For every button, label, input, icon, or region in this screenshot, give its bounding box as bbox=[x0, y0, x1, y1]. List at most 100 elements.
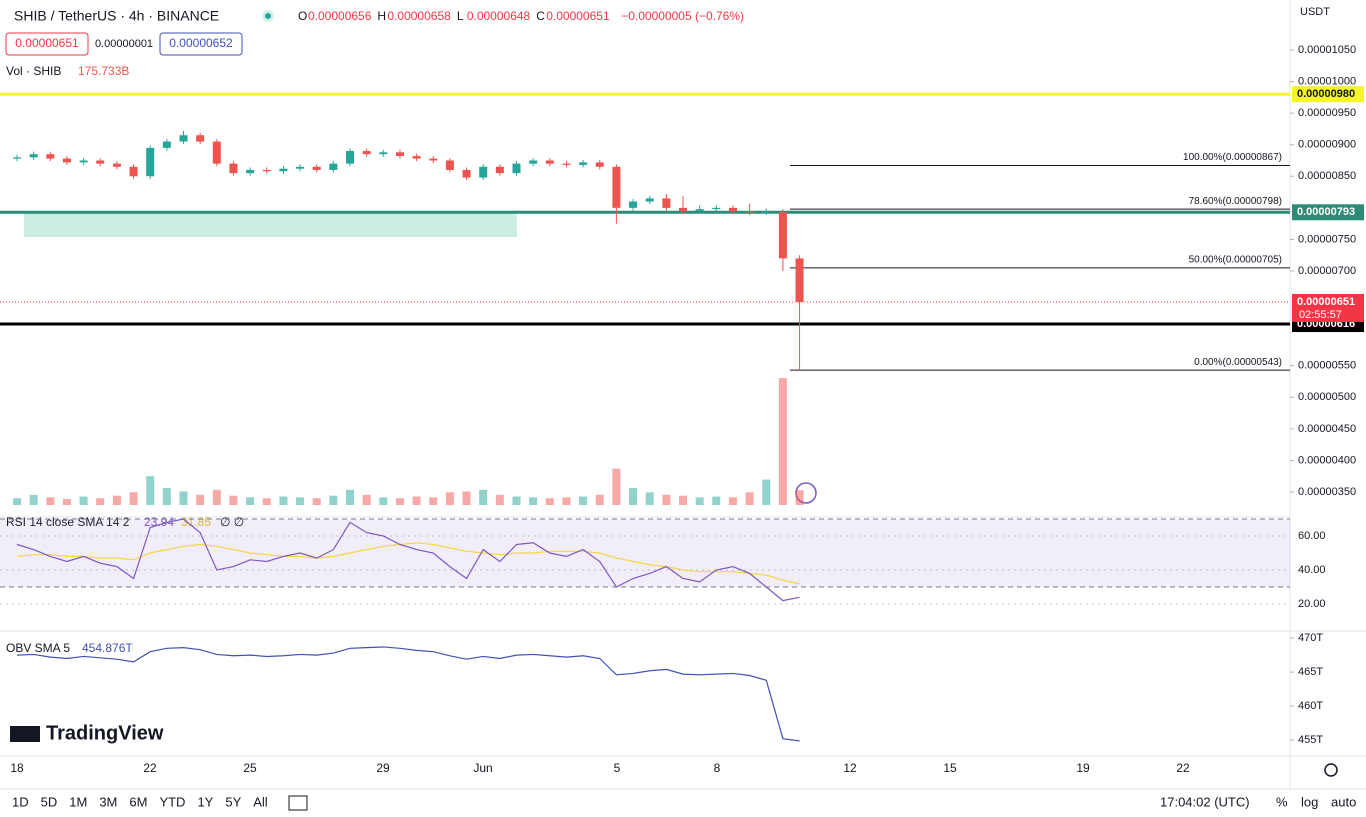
range-button[interactable]: 1D bbox=[12, 794, 29, 809]
candle-body bbox=[795, 258, 804, 302]
buy-price: 0.00000652 bbox=[169, 36, 233, 50]
obv-tick-label: 465T bbox=[1298, 666, 1323, 678]
volume-bar bbox=[745, 492, 754, 505]
ohlc-value: 0.00000648 bbox=[467, 9, 531, 23]
volume-bar bbox=[462, 491, 471, 505]
volume-bar bbox=[329, 495, 338, 505]
x-tick-label: 22 bbox=[1176, 761, 1190, 775]
candle-body bbox=[412, 156, 421, 159]
volume-bar bbox=[196, 494, 205, 505]
ohlc-value: 0.00000656 bbox=[308, 9, 372, 23]
volume-bar bbox=[479, 489, 488, 505]
candle-body bbox=[229, 163, 238, 174]
volume-bar bbox=[362, 494, 371, 505]
y-tick-label: 0.00000700 bbox=[1298, 265, 1356, 277]
candle-body bbox=[512, 163, 521, 174]
volume-bar bbox=[29, 494, 38, 505]
range-button[interactable]: All bbox=[253, 794, 268, 809]
range-button[interactable]: 1Y bbox=[197, 794, 213, 809]
volume-bar bbox=[512, 496, 521, 505]
range-button[interactable]: YTD bbox=[159, 794, 185, 809]
candle-body bbox=[562, 163, 571, 165]
volume-bar bbox=[695, 497, 704, 505]
candle-body bbox=[745, 211, 754, 213]
y-tick-label: 0.00000850 bbox=[1298, 170, 1356, 182]
candle-body bbox=[196, 135, 205, 142]
candle-body bbox=[395, 152, 404, 157]
y-tick-label: 0.00000550 bbox=[1298, 360, 1356, 372]
obv-label: OBV SMA 5 bbox=[6, 641, 70, 655]
volume-bar bbox=[562, 497, 571, 505]
candle-body bbox=[612, 166, 621, 208]
candle-body bbox=[112, 163, 121, 167]
fib-label: 78.60%(0.00000798) bbox=[1189, 196, 1282, 207]
volume-bar bbox=[412, 496, 421, 505]
volume-bar bbox=[712, 496, 721, 505]
volume-bar bbox=[612, 468, 621, 505]
candle-body bbox=[296, 166, 305, 169]
y-tick-label: 0.00000400 bbox=[1298, 454, 1356, 466]
range-button[interactable]: 3M bbox=[99, 794, 117, 809]
obv-line bbox=[16, 646, 800, 742]
ohlc-key: L bbox=[457, 9, 464, 23]
fib-label: 0.00%(0.00000543) bbox=[1194, 357, 1282, 368]
log-toggle[interactable]: log bbox=[1301, 794, 1318, 809]
candle-body bbox=[728, 207, 737, 212]
countdown: 02:55:57 bbox=[1299, 309, 1342, 321]
currency[interactable]: USDT bbox=[1300, 6, 1330, 18]
candle-body bbox=[13, 157, 21, 159]
candle-body bbox=[279, 168, 288, 172]
x-tick-label: 29 bbox=[376, 761, 390, 775]
zone-rectangle bbox=[24, 213, 517, 237]
candle-body bbox=[179, 135, 188, 142]
ohlc-key: H bbox=[377, 9, 386, 23]
candle-body bbox=[29, 154, 38, 158]
volume-bar bbox=[395, 498, 404, 505]
range-button[interactable]: 5Y bbox=[225, 794, 241, 809]
volume-bar bbox=[79, 496, 88, 505]
candle-body bbox=[595, 162, 604, 167]
volume-bar bbox=[762, 479, 771, 505]
y-tick-label: 0.00000900 bbox=[1298, 139, 1356, 151]
volume-bar bbox=[112, 495, 121, 505]
buy-button[interactable] bbox=[159, 32, 243, 56]
percent-toggle[interactable]: % bbox=[1276, 794, 1288, 809]
candle-body bbox=[379, 152, 388, 155]
symbol: SHIB / TetherUS · 4h · BINANCE bbox=[14, 8, 219, 24]
candle-body bbox=[96, 160, 105, 164]
rsi-tick-label: 40.00 bbox=[1298, 564, 1326, 576]
settings-icon[interactable] bbox=[1324, 763, 1338, 777]
volume-bar bbox=[62, 499, 71, 505]
price-badge bbox=[1292, 86, 1364, 103]
volume-bar bbox=[179, 491, 188, 505]
x-tick-label: 19 bbox=[1076, 761, 1090, 775]
clock: 17:04:02 (UTC) bbox=[1160, 794, 1250, 809]
volume-bar bbox=[529, 497, 538, 505]
volume-bar bbox=[46, 497, 55, 505]
date-range-icon[interactable] bbox=[288, 795, 308, 811]
candle-body bbox=[246, 169, 255, 174]
volume-label: Vol · SHIB bbox=[6, 64, 61, 78]
candle-body bbox=[712, 207, 721, 210]
auto-toggle[interactable]: auto bbox=[1331, 794, 1356, 809]
candle-body bbox=[629, 201, 638, 208]
range-button[interactable]: 6M bbox=[129, 794, 147, 809]
price-badge bbox=[1292, 204, 1364, 221]
candle-body bbox=[46, 154, 55, 159]
volume-bar bbox=[728, 497, 737, 505]
volume-bar bbox=[279, 496, 288, 505]
candle-body bbox=[429, 158, 438, 161]
x-tick-label: Jun bbox=[473, 761, 492, 775]
volume-bar bbox=[296, 497, 305, 505]
obv-value: 454.876T bbox=[82, 641, 133, 655]
volume-bar bbox=[445, 492, 454, 505]
candle-body bbox=[495, 166, 504, 174]
y-tick-label: 0.00001050 bbox=[1298, 44, 1356, 56]
range-button[interactable]: 1M bbox=[69, 794, 87, 809]
range-button[interactable]: 5D bbox=[41, 794, 58, 809]
spread: 0.00000001 bbox=[95, 38, 153, 50]
brand-logo bbox=[10, 726, 40, 742]
sell-button[interactable] bbox=[5, 32, 89, 56]
